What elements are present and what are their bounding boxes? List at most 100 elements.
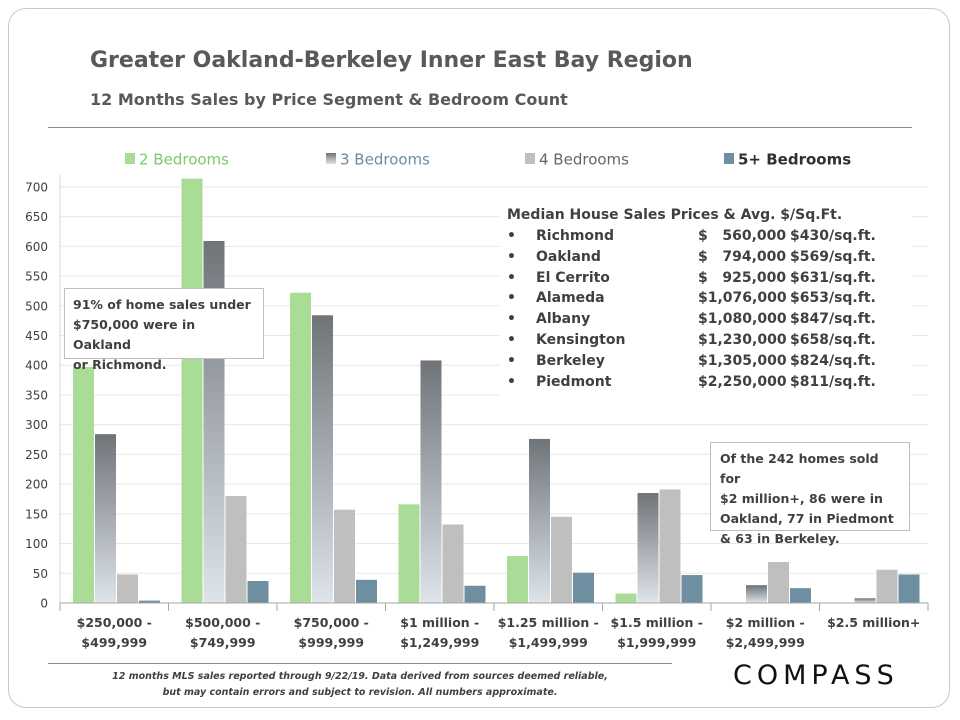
median-price-price: $1,305,000 xyxy=(698,352,787,369)
chart-bars xyxy=(73,178,920,604)
callout-line: or Richmond. xyxy=(73,357,167,372)
median-price-psf: $847/sq.ft. xyxy=(790,311,876,328)
median-price-bullet: • xyxy=(507,228,516,244)
bar-3-bedrooms xyxy=(637,493,659,603)
footer-divider xyxy=(48,663,672,664)
median-price-row: • El Cerrito $ 925,000 $631/sq.ft. xyxy=(500,270,912,290)
median-price-row: • Oakland $ 794,000 $569/sq.ft. xyxy=(500,249,912,269)
y-tick-label: 0 xyxy=(40,597,48,611)
median-price-row: • Alameda $1,076,000 $653/sq.ft. xyxy=(500,290,912,310)
y-axis: 0 50 100 150 200 250 300 350 400 450 500 550 600 650 7… xyxy=(25,180,48,610)
x-axis: $250,000 - $499,999 $500,000 - $749,999 $750… xyxy=(59,602,929,650)
y-tick-label: 350 xyxy=(25,388,48,402)
median-price-price: $1,230,000 xyxy=(698,332,787,348)
median-prices-heading: Median House Sales Prices & Avg. $/Sq.Ft… xyxy=(507,207,843,223)
y-tick-label: 450 xyxy=(25,329,48,343)
bar-4-bedrooms xyxy=(876,569,898,603)
bar-5plus-bedrooms xyxy=(573,572,594,603)
median-price-bullet: • xyxy=(507,311,516,328)
median-price-psf: $430/sq.ft. xyxy=(790,228,876,244)
bar-5plus-bedrooms xyxy=(247,581,269,603)
footnote-line: 12 months MLS sales reported through 9/2… xyxy=(112,671,608,682)
bar-5plus-bedrooms xyxy=(464,585,486,603)
legend-label: 5+ Bedrooms xyxy=(738,151,851,169)
callout-oakland-richmond: 91% of home sales under $750,000 were in… xyxy=(64,288,264,372)
x-tick-label: $1.25 million - xyxy=(498,615,599,630)
median-price-bullet: • xyxy=(507,290,516,307)
median-price-psf: $569/sq.ft. xyxy=(790,248,876,265)
page-subtitle: 12 Months Sales by Price Segment & Bedro… xyxy=(90,90,568,109)
bar-2-bedrooms xyxy=(181,178,203,604)
y-tick-label: 600 xyxy=(25,240,48,254)
x-tick-label: $1 million - xyxy=(400,615,479,630)
bar-4-bedrooms xyxy=(334,509,355,603)
median-price-price: $2,250,000 xyxy=(698,373,787,390)
page-title: Greater Oakland-Berkeley Inner East Bay … xyxy=(90,48,693,73)
x-tick-label: $499,999 xyxy=(81,635,147,650)
callout-line: $2 million+, 86 were in xyxy=(720,491,883,506)
median-price-city: Kensington xyxy=(536,332,626,348)
median-price-bullet: • xyxy=(507,248,516,265)
y-tick-label: 650 xyxy=(25,210,48,224)
x-tick-label: $2,499,999 xyxy=(726,635,805,650)
bar-4-bedrooms xyxy=(551,516,572,603)
legend-label: 3 Bedrooms xyxy=(340,151,430,169)
callout-line: 91% of home sales under xyxy=(73,297,251,312)
y-tick-label: 250 xyxy=(25,448,48,462)
bar-2-bedrooms xyxy=(615,593,637,603)
x-tick-label: $1,249,999 xyxy=(400,635,479,650)
bar-3-bedrooms xyxy=(312,315,333,603)
x-tick-label: $500,000 - xyxy=(185,615,260,630)
legend-swatch xyxy=(525,153,535,164)
x-tick-label: $749,999 xyxy=(190,635,256,650)
bar-5plus-bedrooms xyxy=(898,574,920,603)
bar-5plus-bedrooms xyxy=(681,575,703,603)
x-tick-label: $999,999 xyxy=(298,635,364,650)
median-price-price: $ 794,000 xyxy=(698,248,787,265)
bar-2-bedrooms xyxy=(73,367,94,603)
median-price-city: Berkeley xyxy=(536,352,605,369)
median-price-psf: $811/sq.ft. xyxy=(790,373,876,390)
y-tick-label: 100 xyxy=(25,537,48,551)
footnote: 12 months MLS sales reported through 9/2… xyxy=(48,669,672,701)
median-price-city: El Cerrito xyxy=(536,269,610,286)
callout-line: Of the 242 homes sold for xyxy=(720,451,879,486)
median-price-row: • Albany $1,080,000 $847/sq.ft. xyxy=(500,311,912,331)
median-prices-panel: Median House Sales Prices & Avg. $/Sq.Ft… xyxy=(500,205,912,401)
median-price-row: • Piedmont $2,250,000 $811/sq.ft. xyxy=(500,374,912,394)
chart-legend: 2 Bedrooms 3 Bedrooms 4 Bedrooms 5+ Bedroom… xyxy=(125,151,851,169)
bar-2-bedrooms xyxy=(398,504,420,603)
median-price-bullet: • xyxy=(507,352,516,369)
median-price-bullet: • xyxy=(507,269,516,286)
callout-line: & 63 in Berkeley. xyxy=(720,531,840,546)
y-tick-label: 200 xyxy=(25,478,48,492)
y-tick-label: 150 xyxy=(25,507,48,521)
bar-4-bedrooms xyxy=(225,496,247,603)
footnote-line: but may contain errors and subject to re… xyxy=(162,687,558,698)
median-price-row: • Richmond $ 560,000 $430/sq.ft. xyxy=(500,228,912,248)
median-price-city: Albany xyxy=(536,311,591,328)
median-price-city: Piedmont xyxy=(536,373,612,390)
x-tick-label: $2.5 million+ xyxy=(827,615,920,630)
median-price-price: $ 560,000 xyxy=(698,228,787,244)
bar-3-bedrooms xyxy=(746,585,767,603)
legend-swatch xyxy=(125,153,135,164)
callout-two-million: Of the 242 homes sold for $2 million+, 8… xyxy=(710,442,910,546)
y-tick-label: 500 xyxy=(25,299,48,313)
median-price-bullet: • xyxy=(507,332,516,348)
bar-5plus-bedrooms xyxy=(356,579,377,603)
callout-line: Oakland, 77 in Piedmont xyxy=(720,511,894,526)
x-tick-label: $2 million - xyxy=(726,615,805,630)
median-price-psf: $653/sq.ft. xyxy=(790,290,876,307)
bar-4-bedrooms xyxy=(659,489,681,603)
median-price-city: Alameda xyxy=(536,290,605,307)
median-price-city: Oakland xyxy=(536,248,601,265)
y-tick-label: 400 xyxy=(25,359,48,373)
median-price-price: $ 925,000 xyxy=(698,269,787,286)
median-price-row: • Kensington $1,230,000 $658/sq.ft. xyxy=(500,332,912,352)
y-tick-label: 50 xyxy=(33,567,48,581)
median-price-psf: $824/sq.ft. xyxy=(790,352,876,369)
bar-4-bedrooms xyxy=(768,561,789,603)
legend-label: 4 Bedrooms xyxy=(539,151,629,169)
bar-3-bedrooms xyxy=(420,360,442,603)
